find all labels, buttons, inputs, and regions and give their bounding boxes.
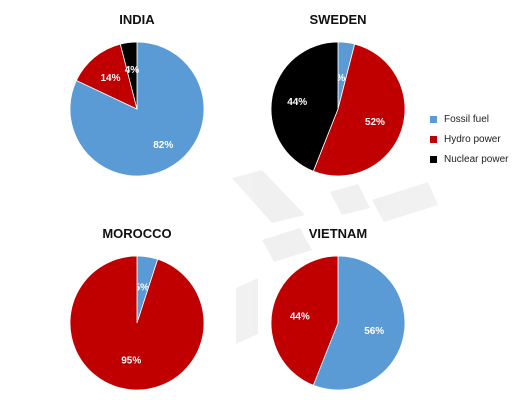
slice-sweden-hydro-power	[312, 43, 406, 177]
slice-vietnam-hydro-power	[270, 255, 339, 386]
slice-label-india-nuclear-power: 4%	[125, 65, 140, 76]
slice-label-morocco-fossil-fuel: 5%	[135, 283, 150, 294]
slice-india-nuclear-power	[119, 41, 138, 110]
slice-label-morocco-hydro-power: 95%	[121, 355, 141, 366]
legend-label-nuclear-power: Nuclear power	[444, 153, 509, 165]
chart-title-india: INDIA	[119, 12, 155, 27]
legend-item-nuclear-power: Nuclear power	[430, 150, 508, 168]
slice-india-hydro-power	[75, 43, 138, 110]
pie-chart-sweden: SWEDEN4%52%44%	[270, 12, 406, 177]
legend-item-hydro-power: Hydro power	[430, 130, 508, 148]
slice-morocco-hydro-power	[69, 255, 205, 391]
chart-title-sweden: SWEDEN	[309, 12, 366, 27]
legend: Fossil fuel Hydro power Nuclear power	[430, 110, 508, 170]
legend-label-hydro-power: Hydro power	[444, 133, 501, 145]
legend-label-fossil-fuel: Fossil fuel	[444, 113, 490, 125]
pie-chart-vietnam: VIETNAM 56% 44%	[270, 226, 406, 391]
slice-label-vietnam-hydro-power: 44%	[290, 312, 310, 323]
slice-vietnam-fossil-fuel	[312, 255, 406, 391]
legend-swatch-hydro-power	[430, 135, 437, 143]
legend-item-fossil-fuel: Fossil fuel	[430, 110, 508, 128]
legend-swatch-nuclear-power	[430, 155, 437, 163]
pie-chart-india: INDIA 82% 14% 4%	[69, 12, 205, 177]
legend-swatch-fossil-fuel	[430, 115, 437, 123]
chart-title-vietnam: VIETNAM	[309, 226, 368, 241]
chart-title-morocco: MOROCCO	[102, 226, 171, 241]
slice-label-sweden-nuclear-power: 44%	[287, 97, 307, 108]
slice-sweden-nuclear-power	[270, 41, 339, 172]
slice-label-india-hydro-power: 14%	[101, 73, 121, 84]
slice-label-sweden-hydro-power: 52%	[365, 117, 385, 128]
slice-label-vietnam-fossil-fuel: 56%	[364, 326, 384, 337]
slice-label-india-fossil-fuel: 82%	[153, 140, 173, 151]
pie-chart-morocco: MOROCCO 5% 95%	[69, 226, 205, 391]
